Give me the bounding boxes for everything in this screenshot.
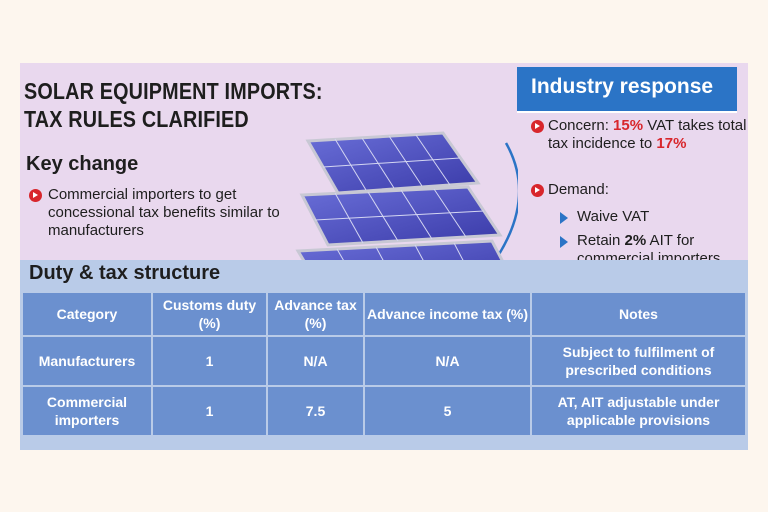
infographic-card: SOLAR EQUIPMENT IMPORTS: TAX RULES CLARI… xyxy=(20,63,748,450)
table-cell: Subject to fulfilment of prescribed cond… xyxy=(532,337,745,385)
table-header-advance-tax: Advance tax (%) xyxy=(268,293,363,335)
industry-response-title: Industry response xyxy=(531,75,714,98)
table-cell: 1 xyxy=(153,337,266,385)
table-header-notes: Notes xyxy=(532,293,745,335)
ait-rate: 2% xyxy=(624,232,647,249)
table-cell: 1 xyxy=(153,387,266,435)
total-incidence: 17% xyxy=(656,135,687,152)
table-cell: Commercial importers xyxy=(23,387,151,435)
table-cell: Manufacturers xyxy=(23,337,151,385)
triangle-arrow-icon xyxy=(560,236,568,248)
concern-middle: VAT takes total tax incidence to xyxy=(548,117,747,152)
key-change-title: Key change xyxy=(26,153,139,175)
headline-line-1: SOLAR EQUIPMENT IMPORTS: xyxy=(24,78,323,104)
demand-prefix: Retain xyxy=(577,232,625,249)
table-cell: 7.5 xyxy=(268,387,363,435)
concern-prefix: Concern: xyxy=(548,117,614,134)
headline: SOLAR EQUIPMENT IMPORTS: TAX RULES CLARI… xyxy=(24,77,323,133)
table-cell: AT, AIT adjustable under applicable prov… xyxy=(532,387,745,435)
concern-text: Concern: 15% VAT takes total tax inciden… xyxy=(548,117,748,153)
table-title: Duty & tax structure xyxy=(29,262,221,284)
demand-item: Waive VAT xyxy=(577,208,650,225)
table-cell: N/A xyxy=(365,337,530,385)
table-header-ait: Advance income tax (%) xyxy=(365,293,530,335)
industry-response-header: Industry response xyxy=(517,67,737,113)
bullet-arrow-icon xyxy=(29,189,42,202)
table-cell: N/A xyxy=(268,337,363,385)
table-cell: 5 xyxy=(365,387,530,435)
headline-line-2: TAX RULES CLARIFIED xyxy=(24,106,249,132)
vat-rate: 15% xyxy=(613,117,644,134)
bullet-arrow-icon xyxy=(531,184,544,197)
table-header-category: Category xyxy=(23,293,151,335)
table-header-customs: Customs duty (%) xyxy=(153,293,266,335)
demand-label: Demand: xyxy=(548,181,609,198)
triangle-arrow-icon xyxy=(560,212,568,224)
key-change-text: Commercial importers to get concessional… xyxy=(48,186,280,239)
bullet-arrow-icon xyxy=(531,120,544,133)
